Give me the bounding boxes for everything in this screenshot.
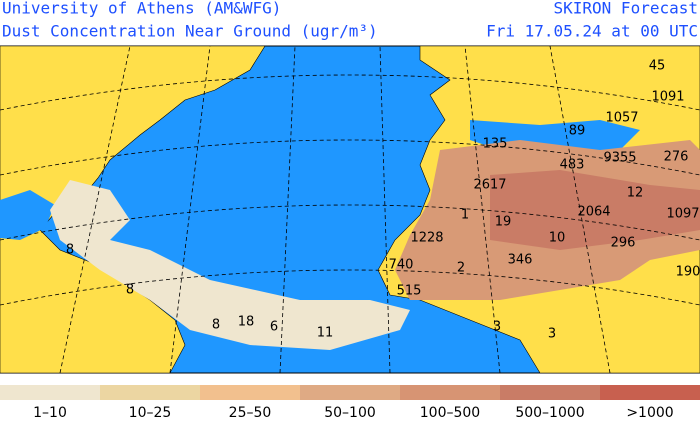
legend-swatch	[300, 385, 400, 400]
gulf	[0, 190, 55, 240]
legend-label: 100–500	[420, 405, 480, 421]
point-value: 1	[461, 208, 469, 223]
point-value: 19	[495, 215, 512, 230]
point-value: 3	[493, 320, 501, 335]
legend-label: 50–100	[324, 405, 376, 421]
point-value: 8	[66, 243, 74, 258]
forecast-date: Fri 17.05.24 at 00 UTC	[486, 22, 698, 41]
header-subtitle: Dust Concentration Near Ground (ugr/m³)	[2, 22, 378, 41]
legend-swatch	[0, 385, 100, 400]
legend-label: 10–25	[129, 405, 172, 421]
point-value: 8	[212, 318, 220, 333]
legend-swatch	[200, 385, 300, 400]
legend-label: 25–50	[229, 405, 272, 421]
point-value: 11	[317, 326, 334, 341]
point-value: 2	[457, 261, 465, 276]
legend-swatch	[100, 385, 200, 400]
point-value: 1057	[605, 111, 638, 126]
legend-swatch	[600, 385, 700, 400]
header-title: University of Athens (AM&WFG)	[2, 0, 281, 18]
point-value: 18	[238, 315, 255, 330]
point-value: 3	[548, 327, 556, 342]
point-value: 8	[126, 283, 134, 298]
point-value: 296	[611, 236, 636, 251]
point-value: 276	[664, 150, 689, 165]
point-value: 2064	[577, 205, 610, 220]
legend-label: >1000	[626, 405, 673, 421]
point-value: 10	[549, 231, 566, 246]
legend-swatch	[500, 385, 600, 400]
point-value: 515	[397, 284, 422, 299]
graticule	[0, 45, 700, 374]
point-value: 1228	[410, 231, 443, 246]
point-value: 45	[649, 59, 666, 74]
legend-swatch	[400, 385, 500, 400]
point-value: 89	[569, 124, 586, 139]
point-value: 483	[560, 158, 585, 173]
legend-label: 500–1000	[515, 405, 584, 421]
point-value: 9355	[603, 151, 636, 166]
dust-plume	[50, 180, 410, 350]
legend-label: 1–10	[33, 405, 67, 421]
point-value: 740	[389, 258, 414, 273]
point-value: 135	[483, 137, 508, 152]
forecast-title: SKIRON Forecast	[554, 0, 699, 18]
point-value: 1091	[651, 90, 684, 105]
point-value: 2617	[473, 178, 506, 193]
point-value: 190	[676, 265, 700, 280]
point-value: 1097	[666, 207, 699, 222]
map	[0, 45, 700, 374]
point-value: 6	[270, 320, 278, 335]
point-value: 12	[627, 186, 644, 201]
point-value: 346	[508, 253, 533, 268]
